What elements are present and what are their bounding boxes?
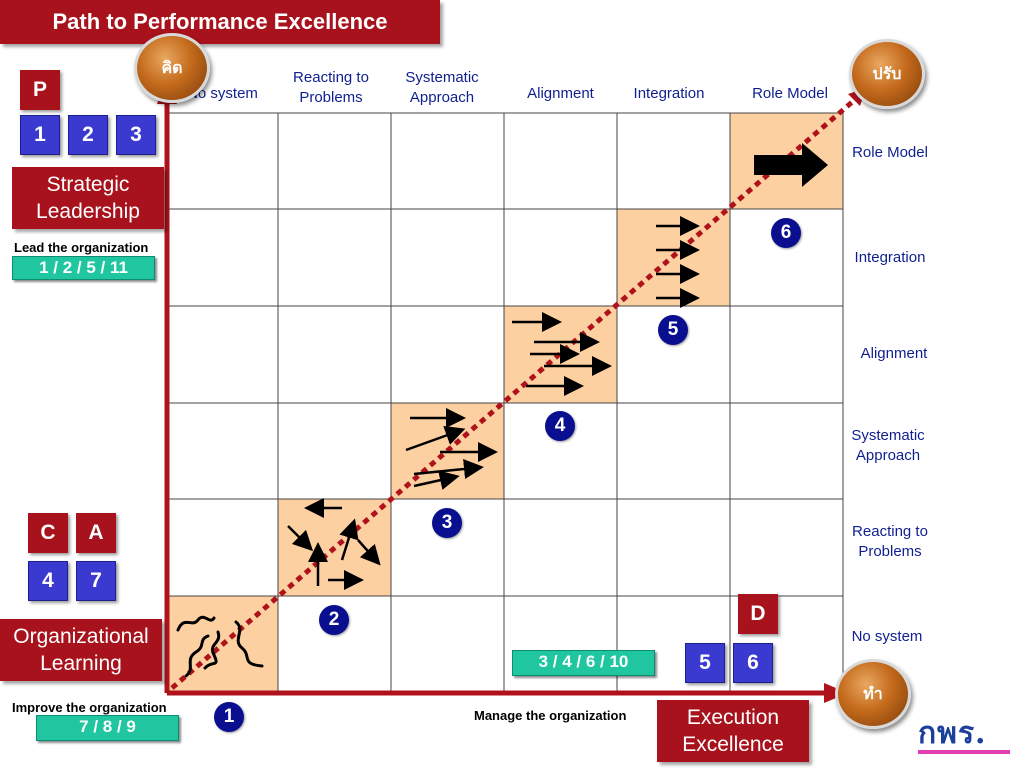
row-header-role-model: Role Model	[852, 144, 928, 161]
step-badge-2: 2	[319, 605, 349, 635]
execution-excellence-label: Execution Excellence	[657, 700, 809, 762]
row-header-alignment: Alignment	[860, 345, 928, 362]
semi-aligned-arrows-icon	[405, 408, 498, 490]
think-orb: คิด	[134, 33, 210, 103]
page-title: Path to Performance Excellence	[0, 0, 440, 44]
a-label: A	[76, 513, 116, 553]
step-badge-3: 3	[432, 508, 462, 538]
p-number-3: 3	[116, 115, 156, 155]
col-header-reacting: Reacting to Problems	[293, 69, 369, 106]
improve-codes: 7 / 8 / 9	[36, 715, 179, 741]
p-number-1: 1	[20, 115, 60, 155]
c-label: C	[28, 513, 68, 553]
logo-text: กพร.	[918, 716, 987, 751]
organizational-learning-label: Organizational Learning	[0, 619, 162, 681]
row-header-no-system: No system	[851, 628, 923, 645]
col-header-alignment: Alignment	[527, 85, 594, 102]
strategic-leadership-label: Strategic Leadership	[12, 167, 164, 229]
d-number-5: 5	[685, 643, 725, 683]
opdc-logo: กพร.	[918, 718, 1014, 758]
do-orb: ทำ	[835, 659, 911, 729]
manage-codes: 3 / 4 / 6 / 10	[512, 650, 655, 676]
improve-caption: Improve the organization	[12, 700, 167, 715]
lead-caption: Lead the organization	[14, 240, 149, 255]
squiggle-icon	[176, 615, 264, 678]
integrated-arrows-icon	[656, 216, 700, 308]
logo-underline	[918, 750, 1010, 754]
row-header-reacting: Reacting to Problems	[852, 523, 928, 560]
p-label: P	[20, 70, 60, 110]
scattered-arrows-icon	[287, 498, 381, 590]
row-header-systematic: Systematic Approach	[851, 427, 925, 464]
role-model-arrow-icon	[754, 143, 828, 187]
step-badge-6: 6	[771, 218, 801, 248]
a-number: 7	[76, 561, 116, 601]
col-header-systematic: Systematic Approach	[405, 69, 479, 106]
step-badge-1: 1	[214, 702, 244, 732]
row-header-integration: Integration	[854, 249, 926, 266]
col-header-role-model: Role Model	[752, 85, 828, 102]
step-badge-5: 5	[658, 315, 688, 345]
d-label: D	[738, 594, 778, 634]
c-number: 4	[28, 561, 68, 601]
step-badge-4: 4	[545, 411, 575, 441]
d-number-6: 6	[733, 643, 773, 683]
manage-caption: Manage the organization	[474, 708, 627, 723]
aligned-arrows-icon	[512, 312, 612, 396]
lead-codes: 1 / 2 / 5 / 11	[12, 256, 155, 280]
p-number-2: 2	[68, 115, 108, 155]
diagonal-path	[170, 95, 860, 690]
improve-orb: ปรับ	[849, 39, 925, 109]
col-header-integration: Integration	[633, 85, 705, 102]
col-header-no-system: No system	[187, 85, 258, 102]
